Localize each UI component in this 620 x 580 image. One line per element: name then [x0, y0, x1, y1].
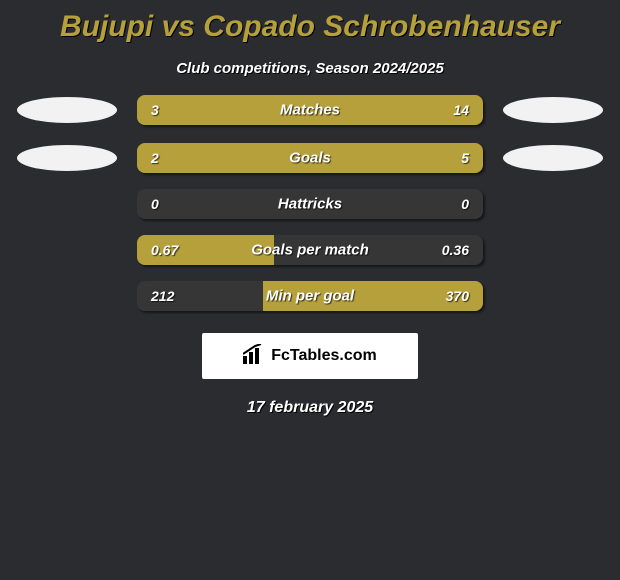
player-left-ellipse — [17, 97, 117, 123]
page-subtitle: Club competitions, Season 2024/2025 — [0, 60, 620, 77]
player-right-ellipse — [503, 145, 603, 171]
stat-value-left: 212 — [151, 288, 174, 304]
stat-value-left: 0.67 — [151, 242, 178, 258]
stat-value-right: 5 — [461, 150, 469, 166]
stat-row: 2 5 Goals — [0, 143, 620, 173]
stat-bar: 0.67 0.36 Goals per match — [137, 235, 483, 265]
brand-name: FcTables.com — [271, 347, 377, 365]
bar-fill-left — [137, 95, 199, 125]
stat-value-right: 0.36 — [442, 242, 469, 258]
brand-chart-icon — [243, 344, 265, 369]
stat-value-left: 2 — [151, 150, 159, 166]
stats-container: 3 14 Matches 2 5 Goals 0 0 Hattricks 0.67 0.36 Goal… — [0, 95, 620, 311]
bar-fill-right — [237, 143, 483, 173]
player-right-ellipse — [503, 97, 603, 123]
stat-label: Min per goal — [266, 288, 354, 305]
stat-label: Matches — [280, 102, 340, 119]
stat-label: Goals per match — [251, 242, 369, 259]
date-label: 17 february 2025 — [0, 399, 620, 417]
stat-value-right: 370 — [446, 288, 469, 304]
stat-label: Hattricks — [278, 196, 342, 213]
stat-value-left: 3 — [151, 102, 159, 118]
stat-row: 3 14 Matches — [0, 95, 620, 125]
stat-bar: 0 0 Hattricks — [137, 189, 483, 219]
stat-value-right: 0 — [461, 196, 469, 212]
stat-bar: 3 14 Matches — [137, 95, 483, 125]
player-left-ellipse — [17, 145, 117, 171]
brand-badge: FcTables.com — [202, 333, 418, 379]
bar-fill-right — [199, 95, 483, 125]
stat-value-left: 0 — [151, 196, 159, 212]
stat-bar: 2 5 Goals — [137, 143, 483, 173]
stat-label: Goals — [289, 150, 331, 167]
stat-value-right: 14 — [453, 102, 469, 118]
page-title: Bujupi vs Copado Schrobenhauser — [0, 0, 620, 44]
stat-bar: 212 370 Min per goal — [137, 281, 483, 311]
